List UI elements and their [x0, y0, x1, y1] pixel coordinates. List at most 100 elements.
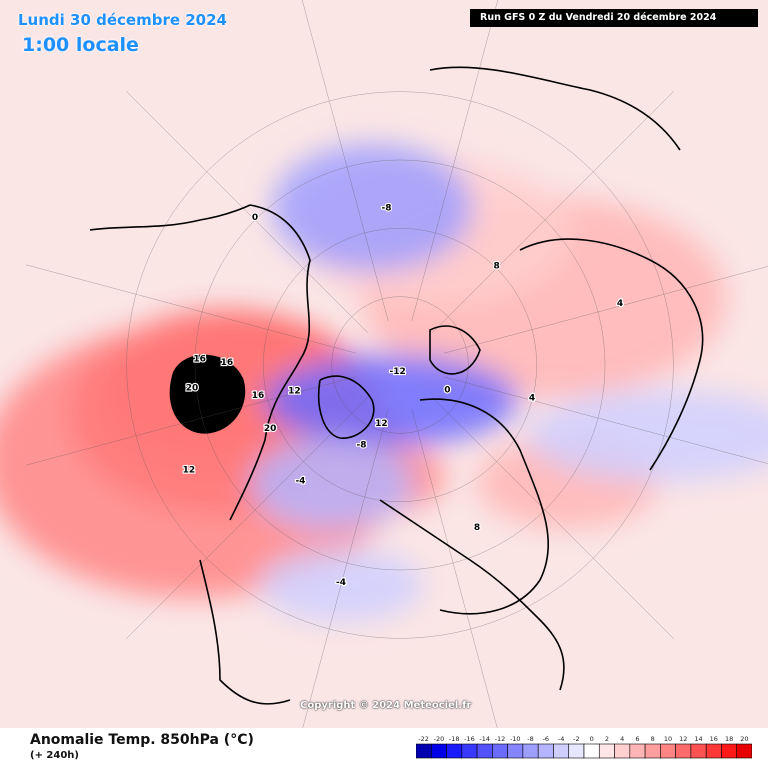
meridian-line	[302, 408, 389, 728]
legend-color-swatch	[614, 743, 631, 759]
meridian-line	[25, 376, 357, 466]
legend-tick-label: -22	[418, 735, 429, 743]
legend-color-swatch	[416, 743, 432, 759]
meridian-line	[25, 264, 357, 354]
field-title: Anomalie Temp. 850hPa (°C)	[30, 732, 254, 748]
legend-tick-label: -16	[464, 735, 475, 743]
lead-time: (+ 240h)	[30, 750, 79, 761]
legend-color-swatch	[522, 743, 539, 759]
coastlines	[89, 66, 704, 705]
legend-tick-label: 16	[710, 735, 718, 743]
coastline	[229, 204, 311, 521]
legend-tick-label: 18	[725, 735, 733, 743]
legend-color-swatch	[583, 743, 600, 759]
legend-color-swatch	[492, 743, 508, 759]
meridian-line	[443, 266, 768, 354]
contour-label: -4	[336, 578, 346, 588]
legend-tick-label: -14	[479, 735, 490, 743]
contour-label: -4	[295, 477, 305, 487]
contour-label: 8	[494, 261, 500, 271]
contour-labels: 20 20 16 16 16 12 12 12 -12 -8 -8 8 8 -4 -4 4 4 0 0	[182, 203, 625, 590]
run-info-banner: Run GFS 0 Z du Vendredi 20 décembre 2024	[470, 9, 758, 27]
latitude-circle	[126, 91, 674, 639]
legend-color-swatch	[598, 743, 615, 759]
contour-label: 20	[186, 384, 199, 394]
legend-color-swatch	[629, 743, 646, 759]
legend-tick-label: 14	[694, 735, 702, 743]
meridian-line	[432, 91, 674, 333]
map-footer: Anomalie Temp. 850hPa (°C) (+ 240h) -22-…	[0, 728, 768, 768]
legend-tick-label: -10	[510, 735, 521, 743]
legend-tick-label: 10	[664, 735, 672, 743]
legend-tick-label: 8	[651, 735, 655, 743]
latitude-circle	[263, 228, 537, 502]
graticule	[25, 0, 768, 728]
meridian-line	[126, 91, 368, 333]
cold-anomaly-blob	[527, 390, 768, 482]
legend-tick-label: -6	[543, 735, 549, 743]
legend-color-swatch	[660, 743, 676, 759]
legend-color-swatch	[721, 743, 738, 759]
meridian-line	[443, 376, 768, 464]
legend-tick-label: 20	[740, 735, 748, 743]
legend-color-swatch	[446, 743, 463, 759]
valid-time: 1:00 locale	[22, 34, 139, 56]
legend-color-swatch	[736, 743, 752, 759]
anomaly-fields	[0, 144, 768, 622]
contour-label: 12	[183, 466, 196, 476]
coastline	[429, 66, 681, 151]
legend-tick-label: 2	[605, 735, 609, 743]
legend-tick-label: -12	[495, 735, 506, 743]
latitude-circle	[194, 159, 606, 571]
legend-color-swatch	[537, 743, 554, 759]
legend-tick-label: -18	[449, 735, 460, 743]
temperature-anomaly-map: 20 20 16 16 16 12 12 12 -12 -8 -8 8 8 -4 -4 4 4 0 0	[0, 0, 768, 728]
contour-label: 0	[252, 213, 258, 223]
meridian-line	[432, 397, 674, 639]
coastline	[379, 499, 565, 691]
contour-label: -12	[390, 367, 406, 377]
valid-date: Lundi 30 décembre 2024	[18, 11, 227, 29]
contour-label: -8	[382, 204, 392, 214]
contour-label: 16	[193, 355, 206, 365]
legend-color-swatch	[430, 743, 447, 759]
legend-color-swatch	[507, 743, 524, 759]
contour-label: 12	[288, 386, 301, 396]
cold-anomaly-blob	[272, 144, 473, 272]
meridian-line	[301, 0, 389, 322]
legend-tick-label: -20	[434, 735, 445, 743]
meridian-line	[126, 397, 368, 639]
coastline	[89, 204, 251, 231]
legend-color-swatch	[461, 743, 478, 759]
legend-tick-label: 4	[620, 735, 624, 743]
contour-label: -8	[356, 441, 366, 451]
legend-tick-label: 12	[679, 735, 687, 743]
copyright-notice: Copyright © 2024 Meteociel.fr	[300, 700, 472, 711]
legend-color-swatch	[644, 743, 661, 759]
legend-tick-label: -4	[558, 735, 564, 743]
legend-color-swatch	[675, 743, 692, 759]
contour-label: 4	[529, 393, 535, 403]
coastline	[419, 398, 549, 615]
legend-tick-label: -2	[573, 735, 579, 743]
contour-label: 4	[617, 299, 623, 309]
latitude-circle	[331, 296, 469, 434]
contour-label: 12	[375, 419, 388, 429]
legend-tick-label: 6	[635, 735, 639, 743]
off-scale-warm-core	[169, 354, 246, 434]
contour-label: 8	[474, 523, 480, 533]
coastline	[199, 559, 291, 705]
contour-label: 16	[221, 358, 234, 368]
meridian-line	[411, 408, 498, 728]
legend-color-swatch	[568, 743, 585, 759]
legend-color-swatch	[705, 743, 722, 759]
legend-color-swatch	[690, 743, 707, 759]
contour-label: 16	[252, 391, 265, 401]
meridian-line	[411, 0, 499, 322]
contour-label: 20	[264, 424, 277, 434]
legend-color-swatch	[553, 743, 570, 759]
legend-color-swatch	[476, 743, 493, 759]
color-scale-legend: -22 -20 -18 -16 -14 -12 -10 -8 -6 -4 -2 0 2 4 6 8 10 12 14…	[416, 735, 752, 759]
coastline	[519, 238, 704, 471]
coastline	[429, 325, 481, 375]
